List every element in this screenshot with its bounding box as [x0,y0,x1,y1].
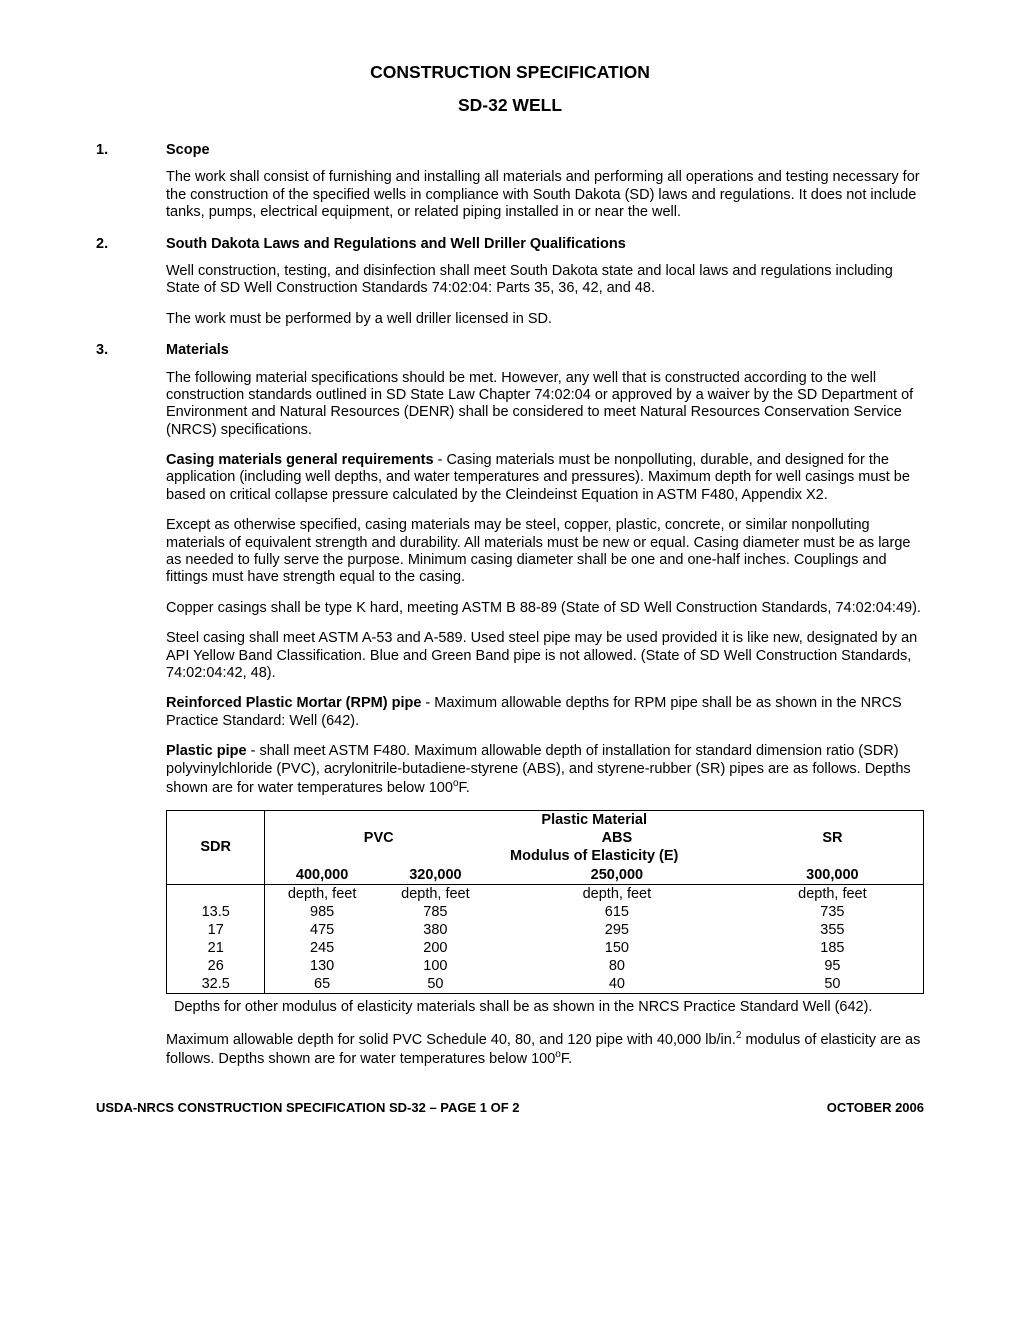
section-heading: South Dakota Laws and Regulations and We… [166,236,626,253]
col-pvc-header: PVC [265,829,492,847]
cell-sdr: 32.5 [167,975,265,994]
col-abs-header: ABS [492,829,742,847]
mod-320k: 320,000 [379,866,492,885]
col-sdr-header: SDR [167,811,265,885]
paragraph: Copper casings shall be type K hard, mee… [166,600,924,617]
modulus-header: Modulus of Elasticity (E) [265,847,924,865]
cell-depth: 65 [265,975,379,994]
cell-depth: 40 [492,975,742,994]
footer-left: USDA-NRCS CONSTRUCTION SPECIFICATION SD-… [96,1100,520,1116]
cell-depth: 785 [379,903,492,921]
lead-body-tail: F. [459,780,470,796]
paragraph-casing-general: Casing materials general requirements - … [166,452,924,504]
lead-bold: Plastic pipe [166,743,247,759]
paragraph: The following material specifications sh… [166,370,924,440]
table-row: 261301008095 [167,957,924,975]
text-a: Maximum allowable depth for solid PVC Sc… [166,1032,736,1048]
table-row: 17475380295355 [167,921,924,939]
section-scope: 1. Scope The work shall consist of furni… [96,142,924,222]
cell-sdr: 13.5 [167,903,265,921]
text-c: F. [561,1051,572,1067]
title-main: CONSTRUCTION SPECIFICATION [96,62,924,83]
cell-depth: 295 [492,921,742,939]
cell-sdr: 26 [167,957,265,975]
paragraph-plastic-pipe: Plastic pipe - shall meet ASTM F480. Max… [166,743,924,797]
mod-250k: 250,000 [492,866,742,885]
plastic-material-table: SDR Plastic Material PVC ABS SR Modulus … [166,810,924,994]
footer-right: OCTOBER 2006 [827,1100,924,1116]
cell-depth: 355 [742,921,924,939]
lead-body: - shall meet ASTM F480. Maximum allowabl… [166,743,911,796]
cell-depth: 50 [379,975,492,994]
page-footer: USDA-NRCS CONSTRUCTION SPECIFICATION SD-… [96,1100,924,1116]
paragraph: Except as otherwise specified, casing ma… [166,517,924,587]
cell-depth: 80 [492,957,742,975]
col-sr-header: SR [742,829,924,847]
section-number: 3. [96,342,166,359]
mod-300k: 300,000 [742,866,924,885]
paragraph-pvc-schedule: Maximum allowable depth for solid PVC Sc… [166,1030,924,1068]
unit-label: depth, feet [265,884,379,903]
cell-depth: 475 [265,921,379,939]
cell-depth: 130 [265,957,379,975]
paragraph-rpm: Reinforced Plastic Mortar (RPM) pipe - M… [166,695,924,730]
cell-depth: 615 [492,903,742,921]
cell-depth: 200 [379,939,492,957]
cell-empty [167,884,265,903]
lead-bold: Reinforced Plastic Mortar (RPM) pipe [166,695,421,711]
paragraph: The work shall consist of furnishing and… [166,169,924,221]
paragraph: Steel casing shall meet ASTM A-53 and A-… [166,630,924,682]
plastic-material-header: Plastic Material [265,811,924,830]
section-materials: 3. Materials The following material spec… [96,342,924,1068]
cell-depth: 150 [492,939,742,957]
footer-left-a: USDA-NRCS CONSTRUCTION SPECIFICATION SD-… [96,1100,480,1115]
section-heading: Materials [166,342,229,359]
footer-left-b: 1 OF 2 [480,1100,520,1115]
section-number: 1. [96,142,166,159]
cell-depth: 245 [265,939,379,957]
section-number: 2. [96,236,166,253]
table-row: 32.565504050 [167,975,924,994]
cell-depth: 100 [379,957,492,975]
paragraph: Well construction, testing, and disinfec… [166,263,924,298]
cell-depth: 185 [742,939,924,957]
unit-label: depth, feet [379,884,492,903]
table-row: 13.5985785615735 [167,903,924,921]
cell-sdr: 17 [167,921,265,939]
unit-label: depth, feet [492,884,742,903]
section-heading: Scope [166,142,210,159]
cell-depth: 95 [742,957,924,975]
cell-depth: 735 [742,903,924,921]
cell-sdr: 21 [167,939,265,957]
mod-400k: 400,000 [265,866,379,885]
paragraph-after-table: Depths for other modulus of elasticity m… [174,999,924,1016]
cell-depth: 985 [265,903,379,921]
table-row: 21245200150185 [167,939,924,957]
cell-depth: 380 [379,921,492,939]
section-laws: 2. South Dakota Laws and Regulations and… [96,236,924,329]
title-sub: SD-32 WELL [96,95,924,116]
paragraph: The work must be performed by a well dri… [166,311,924,328]
unit-label: depth, feet [742,884,924,903]
cell-depth: 50 [742,975,924,994]
lead-bold: Casing materials general requirements [166,452,434,468]
